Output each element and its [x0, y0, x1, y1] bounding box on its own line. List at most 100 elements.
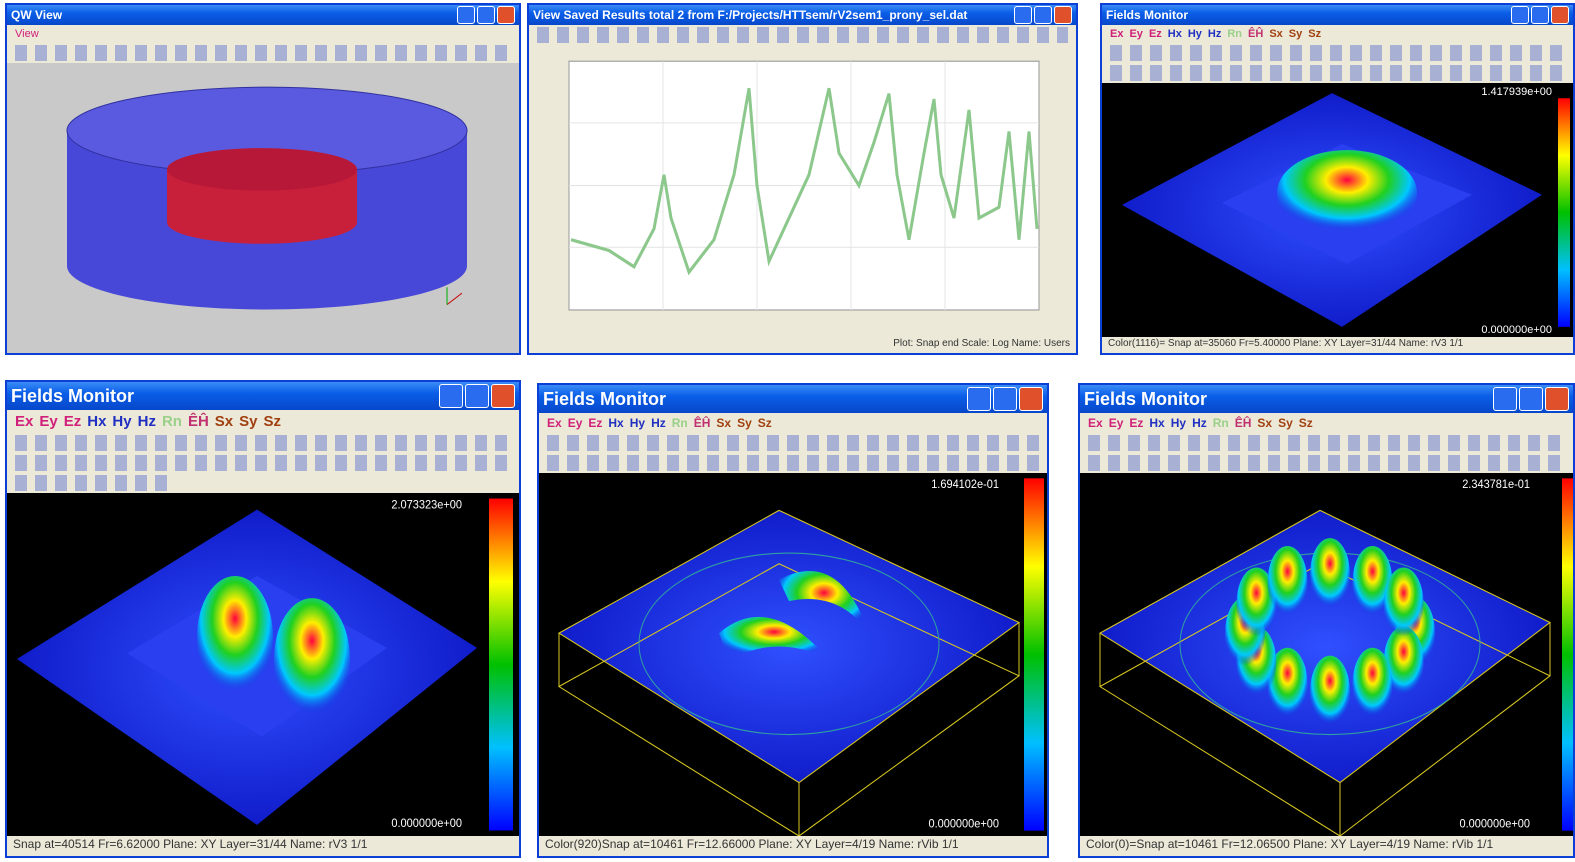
- viewport: 2.343781e-01 0.000000e+00: [1080, 473, 1573, 836]
- close-button[interactable]: [1545, 387, 1569, 411]
- minimize-button[interactable]: [967, 387, 991, 411]
- field-button[interactable]: Ey: [568, 416, 583, 430]
- colorbar-min: 0.000000e+00: [928, 818, 999, 830]
- toolbar-icons: [15, 435, 511, 451]
- field-button[interactable]: ÊĤ: [188, 413, 209, 430]
- fields-monitor-window: Fields Monitor ExEyEzHxHyHzRnÊĤSxSySz 1.…: [1100, 3, 1575, 355]
- field-button[interactable]: Sx: [1257, 416, 1272, 430]
- field-button[interactable]: Rn: [162, 413, 182, 430]
- maximize-button[interactable]: [993, 387, 1017, 411]
- toolbar-icons: [1110, 45, 1565, 61]
- field-button[interactable]: Sx: [215, 413, 233, 430]
- field-button[interactable]: Sy: [1278, 416, 1293, 430]
- colorbar-min: 0.000000e+00: [1481, 324, 1552, 336]
- toolbar-icons: [1088, 435, 1565, 451]
- minimize-button[interactable]: [439, 384, 463, 408]
- maximize-button[interactable]: [1034, 6, 1052, 24]
- field-button[interactable]: Ex: [1088, 416, 1103, 430]
- field-button[interactable]: Hy: [112, 413, 131, 430]
- field-button[interactable]: Hz: [1208, 28, 1221, 40]
- close-button[interactable]: [491, 384, 515, 408]
- close-button[interactable]: [497, 6, 515, 24]
- viewport: 1.694102e-01 0.000000e+00: [539, 473, 1047, 836]
- field-button[interactable]: Ez: [1149, 28, 1162, 40]
- field-button[interactable]: Rn: [1227, 28, 1242, 40]
- qw-view-window: QW View View: [5, 3, 521, 355]
- field-button[interactable]: Ey: [1129, 28, 1142, 40]
- cylinder-view: [7, 63, 519, 353]
- field-button[interactable]: Hx: [87, 413, 106, 430]
- field-button[interactable]: ÊĤ: [1248, 28, 1263, 40]
- field-button[interactable]: Ey: [1109, 416, 1124, 430]
- field-button[interactable]: Hz: [1192, 416, 1207, 430]
- colorbar: [1562, 478, 1573, 830]
- minimize-button[interactable]: [1511, 6, 1529, 24]
- results-window: View Saved Results total 2 from F:/Proje…: [527, 3, 1078, 355]
- minimize-button[interactable]: [457, 6, 475, 24]
- toolbar-icons: [547, 435, 1039, 451]
- field-button[interactable]: Hy: [630, 416, 645, 430]
- status-bar: Color(1116)= Snap at=35060 Fr=5.40000 Pl…: [1102, 337, 1573, 353]
- field-button[interactable]: Sx: [716, 416, 731, 430]
- field-button[interactable]: Ez: [64, 413, 82, 430]
- field-button[interactable]: Sz: [1299, 416, 1313, 430]
- close-button[interactable]: [1054, 6, 1072, 24]
- field-button[interactable]: ÊĤ: [1235, 416, 1252, 430]
- field-button[interactable]: Hx: [1149, 416, 1164, 430]
- window-title: QW View: [11, 8, 455, 22]
- field-button[interactable]: Hz: [138, 413, 156, 430]
- field-button[interactable]: Sy: [239, 413, 257, 430]
- viewport: 2.073323e+00 0.000000e+00: [7, 493, 519, 836]
- field-button[interactable]: Sy: [737, 416, 752, 430]
- field-toolbar: Ex Ey Ez Hx Hy Hz Rn ÊĤ Sx Sy Sz: [1102, 25, 1573, 43]
- colorbar: [1024, 478, 1044, 830]
- colorbar: [1558, 98, 1570, 327]
- menu-item[interactable]: View: [15, 28, 39, 40]
- field-button[interactable]: Rn: [672, 416, 688, 430]
- colorbar-min: 0.000000e+00: [391, 817, 462, 831]
- field-button[interactable]: ÊĤ: [694, 416, 711, 430]
- field-button[interactable]: Sz: [264, 413, 282, 430]
- field-button[interactable]: Sz: [758, 416, 772, 430]
- toolbar-icons: [15, 455, 511, 471]
- field-button[interactable]: Ex: [15, 413, 33, 430]
- status-bar: Color(0)=Snap at=10461 Fr=12.06500 Plane…: [1080, 836, 1573, 856]
- field-peak: [1310, 656, 1350, 729]
- field-button[interactable]: Ex: [547, 416, 562, 430]
- field-button[interactable]: Ex: [1110, 28, 1123, 40]
- field-button[interactable]: Hx: [1168, 28, 1182, 40]
- field-button[interactable]: Sz: [1308, 28, 1321, 40]
- field-button[interactable]: Sx: [1269, 28, 1282, 40]
- maximize-button[interactable]: [1531, 6, 1549, 24]
- maximize-button[interactable]: [477, 6, 495, 24]
- field-button[interactable]: Hz: [651, 416, 666, 430]
- toolbar-icons: [15, 45, 511, 61]
- field-button[interactable]: Rn: [1213, 416, 1229, 430]
- spectrum-plot: [529, 45, 1076, 337]
- field-button[interactable]: Ez: [1129, 416, 1143, 430]
- viewport: 1.417939e+00 0.000000e+00: [1102, 83, 1573, 337]
- colorbar-min: 0.000000e+00: [1459, 818, 1530, 830]
- field-button[interactable]: Hy: [1171, 416, 1186, 430]
- inner-cylinder-top: [167, 148, 357, 191]
- colorbar-max: 2.343781e-01: [1462, 479, 1530, 491]
- field-button[interactable]: Hx: [608, 416, 623, 430]
- colorbar-max: 1.417939e+00: [1481, 86, 1552, 98]
- maximize-button[interactable]: [1519, 387, 1543, 411]
- window-title: View Saved Results total 2 from F:/Proje…: [533, 8, 1012, 22]
- toolbar-icons: [15, 475, 175, 491]
- title-bar: View Saved Results total 2 from F:/Proje…: [529, 5, 1076, 25]
- maximize-button[interactable]: [465, 384, 489, 408]
- minimize-button[interactable]: [1493, 387, 1517, 411]
- field-button[interactable]: Ey: [39, 413, 57, 430]
- close-button[interactable]: [1019, 387, 1043, 411]
- field-view: 1.417939e+00 0.000000e+00: [1102, 83, 1573, 337]
- title-bar: Fields Monitor: [1080, 385, 1573, 413]
- field-button[interactable]: Ez: [588, 416, 602, 430]
- minimize-button[interactable]: [1014, 6, 1032, 24]
- field-peak: [274, 598, 350, 720]
- field-button[interactable]: Hy: [1188, 28, 1202, 40]
- toolbar-icons: [547, 455, 1039, 471]
- field-button[interactable]: Sy: [1289, 28, 1302, 40]
- close-button[interactable]: [1551, 6, 1569, 24]
